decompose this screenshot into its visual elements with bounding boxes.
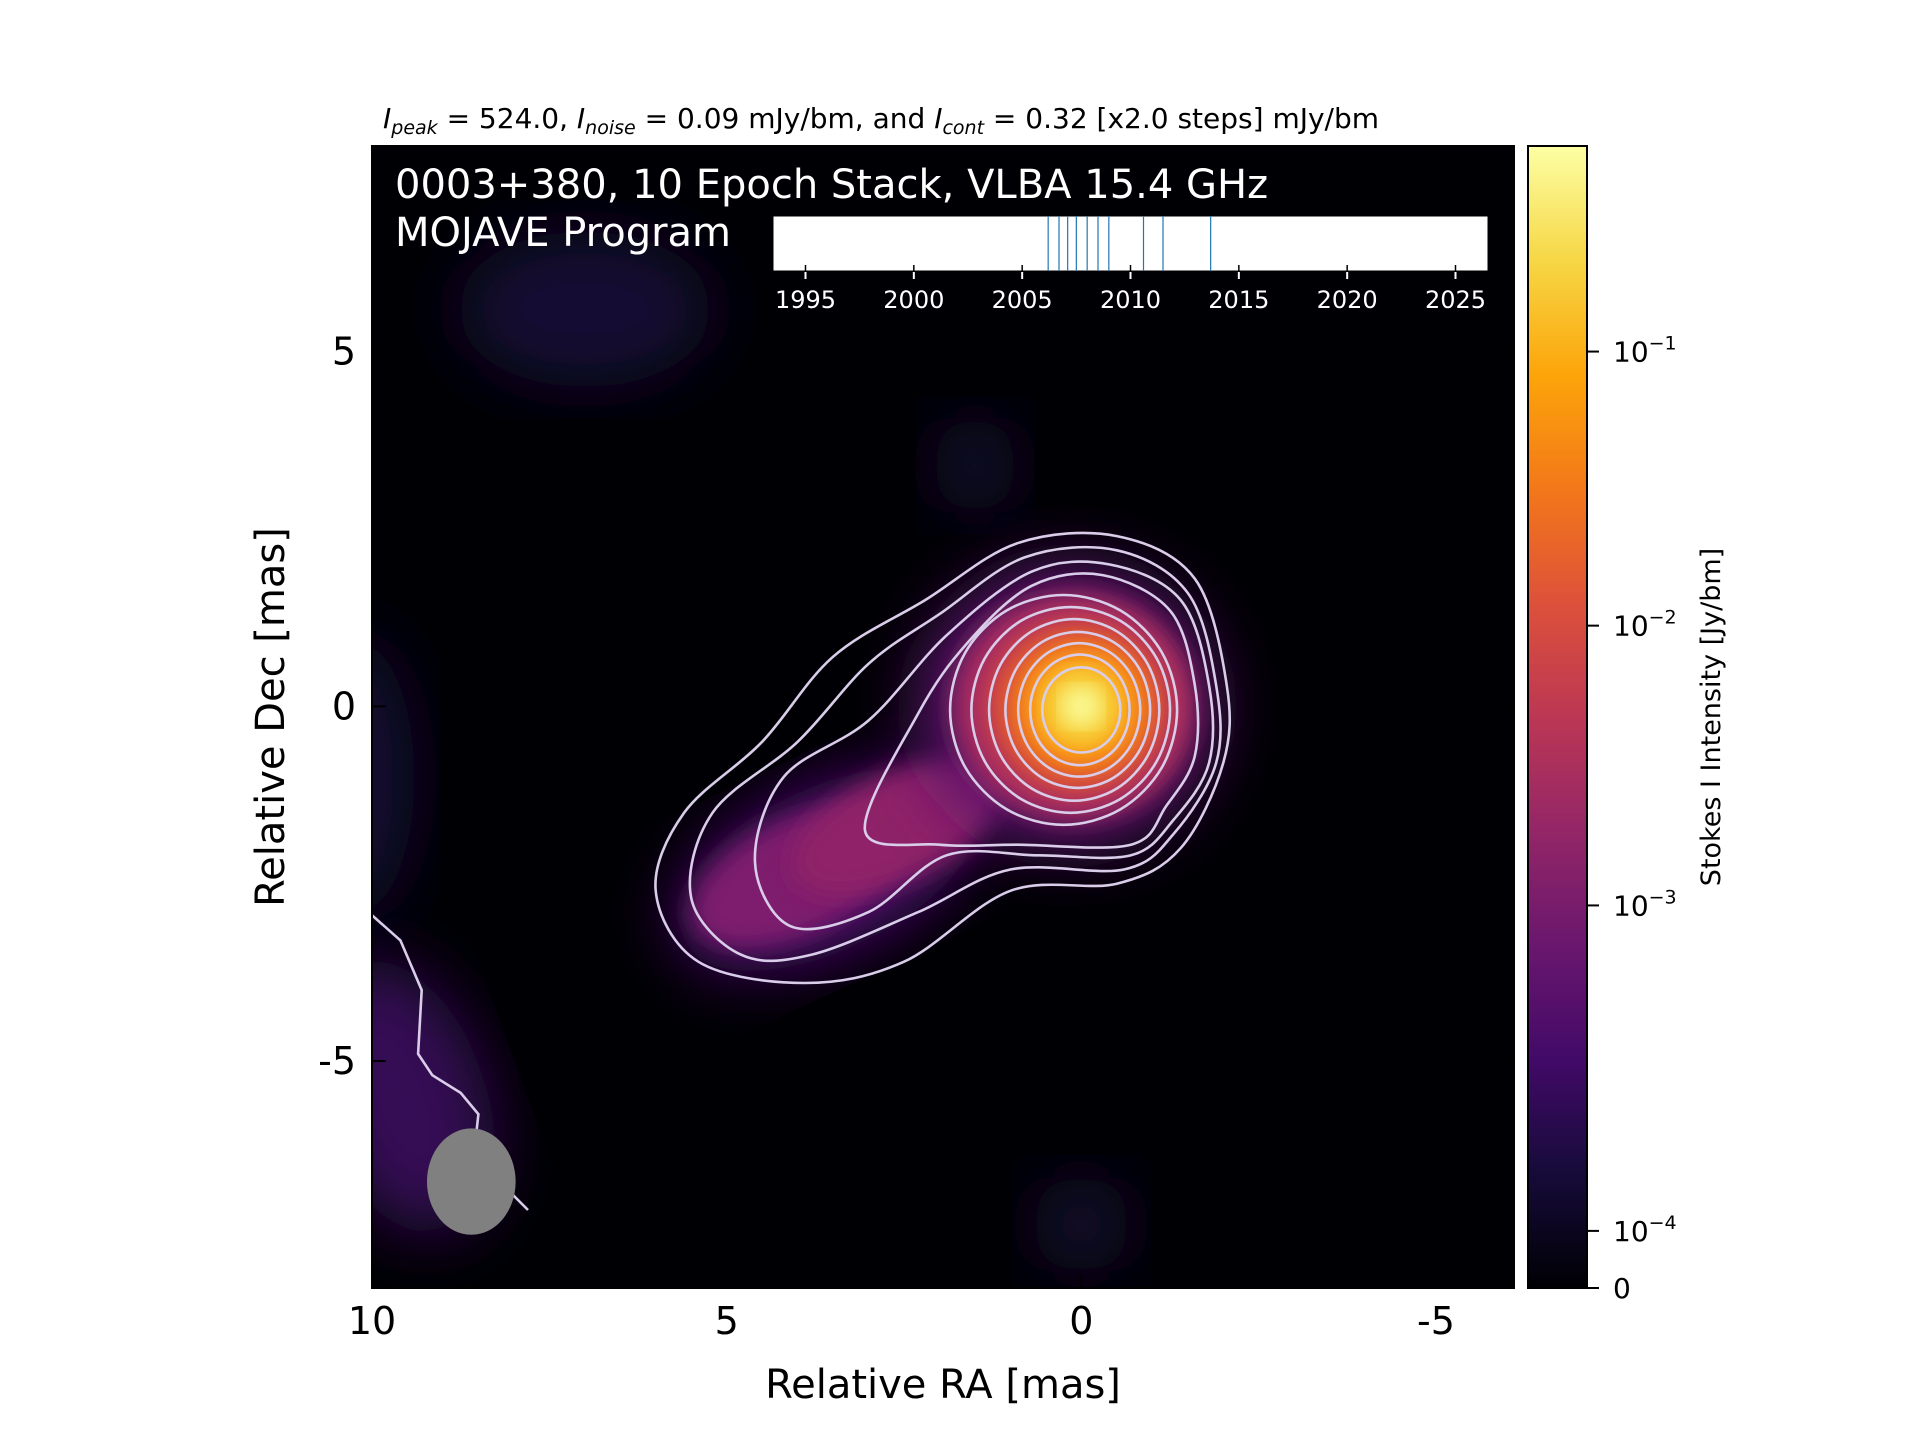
x-tick-label: 0 (1069, 1299, 1093, 1343)
colorbar-tick-label: 10−3 (1613, 886, 1677, 922)
colorbar-tick-label: 0 (1613, 1272, 1631, 1305)
contour-line (1004, 630, 1152, 790)
y-tick-label: -5 (318, 1039, 356, 1083)
colorbar: 10−1 10−2 10−3 10−4 0 Stokes I Intensity [Jy… (1527, 145, 1727, 1305)
intensity-blob (372, 643, 415, 911)
contour-line (654, 531, 1232, 985)
x-axis-ticks: 10 5 0 -5 (348, 146, 1455, 1343)
timeline-tick-label: 2020 (1317, 286, 1378, 314)
contour-line (1028, 653, 1131, 767)
x-tick-label: 10 (348, 1299, 396, 1343)
contour-line (948, 593, 1179, 827)
x-tick-label: 5 (715, 1299, 739, 1343)
map-title-line-1: 0003+380, 10 Epoch Stack, VLBA 15.4 GHz (395, 162, 1268, 208)
epoch-lines (1047, 216, 1212, 271)
colorbar-tick-label: 10−2 (1613, 607, 1677, 643)
x-axis-label: Relative RA [mas] (765, 1362, 1121, 1408)
intensity-blob (1063, 688, 1100, 725)
timeline-ticks: 1995 2000 2005 2010 2015 2020 2025 (775, 265, 1486, 314)
x-tick-label: -5 (1417, 1299, 1455, 1343)
timeline-tick-label: 2005 (992, 286, 1053, 314)
map-title-line-2: MOJAVE Program (395, 210, 731, 256)
colorbar-tick-label: 10−4 (1613, 1212, 1677, 1248)
map-frame (371, 145, 1515, 1289)
y-tick-label: 5 (332, 330, 356, 374)
contour-line (863, 572, 1200, 849)
intensity-image (372, 231, 1217, 1274)
colorbar-fill (1527, 145, 1588, 1289)
timeline-tick-label: 2010 (1100, 286, 1161, 314)
contour-line (970, 605, 1172, 815)
timeline-tick-label: 2000 (883, 286, 944, 314)
contour-line (688, 545, 1222, 963)
intensity-blob (1031, 1174, 1131, 1274)
colorbar-tick-label: 10−1 (1613, 333, 1677, 369)
colorbar-ticks: 10−1 10−2 10−3 10−4 0 (1587, 333, 1677, 1305)
timeline-tick-label: 2015 (1208, 286, 1269, 314)
epoch-timeline: 1995 2000 2005 2010 2015 2020 2025 (772, 215, 1489, 314)
timeline-tick-label: 2025 (1425, 286, 1486, 314)
y-axis-label: Relative Dec [mas] (248, 527, 294, 907)
contour-line (1040, 665, 1122, 754)
intensity-blob (932, 415, 1018, 515)
map-panel: 0003+380, 10 Epoch Stack, VLBA 15.4 GHz … (318, 145, 1515, 1343)
y-axis-ticks: 5 0 -5 (318, 330, 1514, 1083)
epoch-timeline-box (772, 215, 1489, 272)
header-text: Ipeak = 524.0, Inoise = 0.09 mJy/bm, and… (383, 102, 1379, 139)
contour-line (1016, 641, 1142, 778)
colorbar-label: Stokes I Intensity [Jy/bm] (1696, 548, 1727, 886)
contour-line (753, 560, 1215, 931)
intensity-blob (457, 231, 713, 388)
timeline-tick-label: 1995 (775, 286, 836, 314)
y-tick-label: 0 (332, 684, 356, 728)
contour-line (987, 617, 1161, 803)
contour-set (372, 531, 1232, 1211)
beam-ellipse (426, 1128, 516, 1235)
